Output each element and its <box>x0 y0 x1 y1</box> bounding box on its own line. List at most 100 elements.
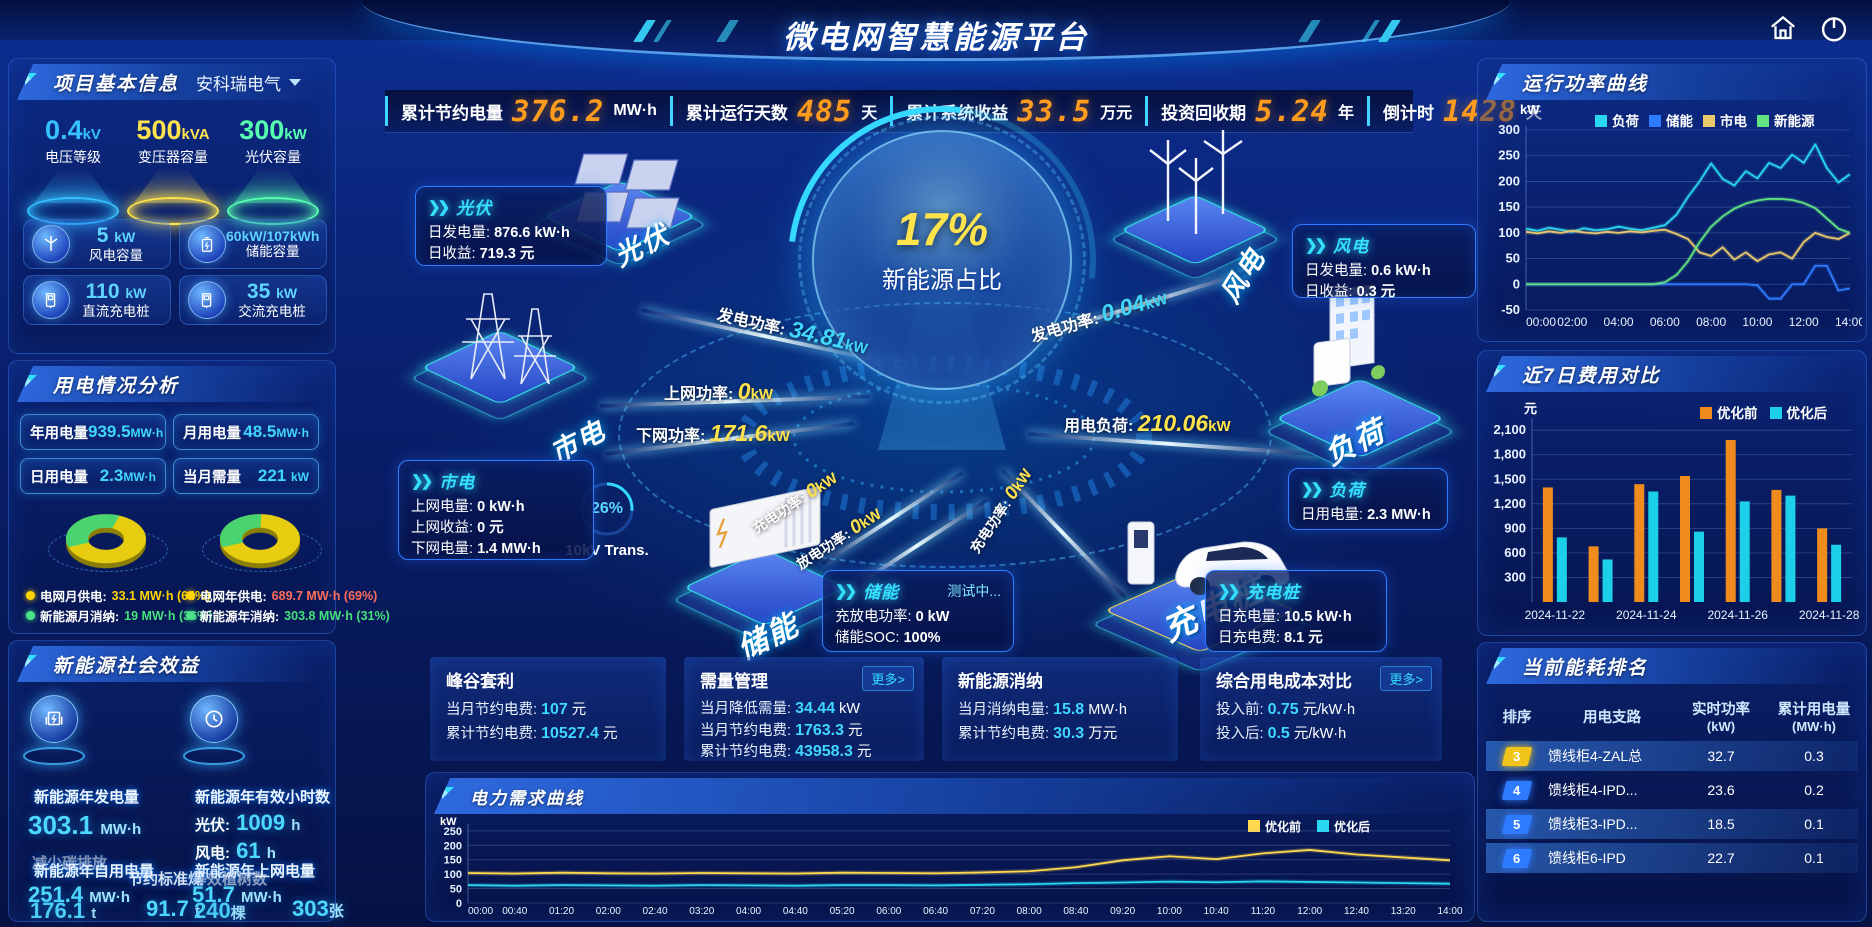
panel-header: 电力需求曲线 <box>434 778 1466 814</box>
light-cone <box>34 169 112 203</box>
legend-item[interactable]: 新能源 <box>1757 110 1815 130</box>
chart-element: 13:20 <box>1391 906 1416 917</box>
power-icon[interactable] <box>1818 12 1850 44</box>
col-energy: 累计用电量 (MW·h) <box>1777 702 1851 734</box>
legend-item[interactable]: 优化前 <box>1700 402 1758 422</box>
co2-label: 减少碳排放 <box>32 855 108 872</box>
kpi-value: 33.5 <box>1017 94 1092 128</box>
card-demand-mgmt: 需量管理 更多> 当月降低需量: 34.44 kW 当月节约电费: 1763.3… <box>684 657 924 761</box>
chevron-down-icon <box>289 79 301 86</box>
demand-curve-chart[interactable]: 250 200 150 100 50 0 00:00 00:40 01:20 02:00 02:40… <box>434 818 1464 918</box>
legend-item[interactable]: 储能 <box>1649 110 1693 130</box>
stat-label: 年用电量 <box>30 425 88 442</box>
wind-node[interactable] <box>1108 130 1282 280</box>
chart-element <box>1525 228 1851 263</box>
transformer-gauge: 26% <box>578 480 636 538</box>
panel-corner-icon <box>1492 71 1512 91</box>
company-name: 安科瑞电气 <box>196 74 281 94</box>
home-icon[interactable] <box>1768 13 1798 43</box>
panel-corner-icon <box>1492 655 1512 675</box>
chart-element <box>1831 544 1842 602</box>
chart-element: 250 200 150 100 50 0 00:00 00:40 01:20 02:00 02:40… <box>444 824 1463 917</box>
kpi-value: 485 <box>796 94 853 128</box>
kpi-payback-period: 投资回收期 5.24 年 <box>1145 94 1367 128</box>
wind-hours: 风电: 61 h <box>195 838 276 863</box>
rank-badge: 3 <box>1501 746 1533 766</box>
more-button[interactable]: 更多> <box>862 666 914 691</box>
grid-node[interactable] <box>400 270 600 421</box>
company-selector[interactable]: 安科瑞电气 <box>196 70 301 95</box>
chart-element: 250 <box>444 826 462 838</box>
stat-label: 月用电量 <box>183 425 241 442</box>
kpi-unit: 万元 <box>1100 105 1133 122</box>
kpi-label: 倒计时 <box>1382 103 1434 123</box>
legend-item[interactable]: 市电 <box>1703 110 1747 130</box>
pv-info-card: ❯❯ 光伏 日发电量: 876.6 kW·h 日收益: 719.3 元 <box>415 186 607 266</box>
panel-header: 项目基本信息 安科瑞电气 <box>17 64 327 100</box>
table-row[interactable]: 3 馈线柜4-ZAL总 32.7 0.3 <box>1486 741 1858 771</box>
certs-value: 303张 <box>292 896 344 921</box>
capacity-label: 直流充电桩 <box>82 304 150 320</box>
battery-container-icon <box>709 486 821 568</box>
chart-element: 10:00 <box>1742 315 1772 329</box>
panel-title: 用电情况分析 <box>53 375 180 397</box>
chart-element <box>1526 198 1851 286</box>
legend-item[interactable]: 优化后 <box>1317 818 1370 835</box>
chart-element: 1,200 <box>1493 496 1526 511</box>
chart-element: 50 <box>1506 251 1520 266</box>
legend-item[interactable]: 优化后 <box>1769 402 1827 422</box>
more-button[interactable]: 更多> <box>1380 666 1432 691</box>
chart-element: 12:00 <box>1297 906 1322 917</box>
gauge-value: 26% <box>590 500 624 517</box>
power-legend: 负荷 储能 市电 新能源 <box>1595 110 1815 130</box>
capacity-unit: kW <box>114 229 136 246</box>
stat-value: 48.5 <box>243 422 277 441</box>
kpi-label: 累计节约电量 <box>401 103 503 123</box>
table-row[interactable]: 4 馈线柜4-IPD... 23.6 0.2 <box>1486 775 1858 805</box>
branch-name: 馈线柜4-ZAL总 <box>1548 748 1643 764</box>
charger-info-card: ❯❯ 充电桩 日充电量: 10.5 kW·h 日充电费: 8.1 元 <box>1205 570 1387 652</box>
chart-element <box>1588 546 1599 602</box>
flow-grid-down: 下网功率: 171.6kW <box>636 420 790 446</box>
storage-node[interactable] <box>660 470 870 644</box>
newenergy-percent: 17% <box>895 203 989 255</box>
branch-name: 馈线柜4-IPD... <box>1548 782 1638 798</box>
legend-item[interactable]: 负荷 <box>1595 110 1639 130</box>
chart-element: 14:00 <box>1437 906 1462 917</box>
pv-node[interactable] <box>530 150 710 270</box>
power-value: 32.7 <box>1707 748 1735 764</box>
stat-year-usage: 年用电量 939.5MW·h <box>20 414 166 450</box>
chart-element: 02:40 <box>643 906 668 917</box>
col-rank: 排序 <box>1502 710 1532 726</box>
energy-value: 0.1 <box>1804 816 1824 832</box>
to-grid-value: 51.7 MW·h <box>192 882 282 907</box>
newenergy-percent-label: 新能源占比 <box>882 267 1002 294</box>
chart-element <box>1725 440 1736 602</box>
chart-element <box>1680 476 1690 602</box>
year-supply-donut <box>212 510 308 569</box>
capacity-label: 储能容量 <box>245 244 300 260</box>
chart-element <box>1602 559 1613 602</box>
legend-grid-year: 电网年供电: 689.7 MW·h (69%) <box>186 586 377 605</box>
capacity-ac-charger: 35 kW 交流充电桩 <box>179 275 327 325</box>
power-value: 18.5 <box>1707 816 1735 832</box>
stat-label: 日用电量 <box>30 469 88 486</box>
chart-element <box>467 847 1451 876</box>
cost-legend: 优化前 优化后 <box>1700 402 1827 422</box>
cost-compare-chart[interactable]: 2,100 1,800 1,500 1,200 900 600 300 2024-11-22 2… <box>1484 408 1862 624</box>
load-node[interactable] <box>1260 284 1460 477</box>
chart-element <box>1542 487 1553 602</box>
flow-load-power: 用电负荷: 210.06kW <box>1064 410 1231 436</box>
legend-item[interactable]: 优化前 <box>1248 818 1301 835</box>
kpi-energy-saved: 累计节约电量 376.2 MW·h <box>385 94 670 128</box>
wind-turbine-icon <box>32 225 70 263</box>
pedestal-value: 300 <box>239 115 285 145</box>
table-row[interactable]: 5 馈线柜3-IPD... 18.5 0.1 <box>1486 809 1858 839</box>
glow-disc <box>27 197 119 225</box>
legend-dot-icon <box>26 591 35 600</box>
power-curve-chart[interactable]: 300 250 200 150 100 50 0 -50 00:00 02:00 04:00 06:0… <box>1484 112 1862 330</box>
table-row[interactable]: 6 馈线柜6-IPD 22.7 0.1 <box>1486 843 1858 873</box>
chart-element <box>467 849 1451 875</box>
trees-label: 等效植树数 <box>192 871 268 888</box>
chart-element: 10:40 <box>1204 906 1229 917</box>
